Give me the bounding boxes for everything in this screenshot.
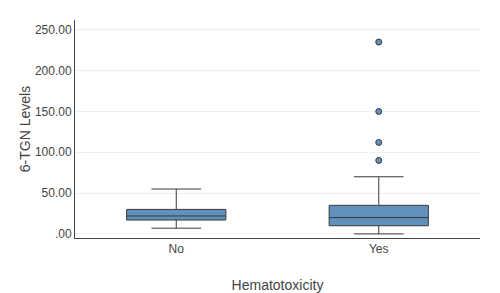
- svg-text:100.00: 100.00: [35, 145, 72, 159]
- svg-text:No: No: [169, 242, 185, 256]
- svg-text:Hematotoxicity: Hematotoxicity: [232, 277, 324, 293]
- svg-text:50.00: 50.00: [42, 186, 72, 200]
- svg-text:.00: .00: [55, 227, 72, 241]
- svg-text:200.00: 200.00: [35, 64, 72, 78]
- svg-text:150.00: 150.00: [35, 105, 72, 119]
- svg-text:Yes: Yes: [369, 242, 389, 256]
- svg-text:250.00: 250.00: [35, 23, 72, 37]
- svg-text:6-TGN Levels: 6-TGN Levels: [17, 86, 33, 172]
